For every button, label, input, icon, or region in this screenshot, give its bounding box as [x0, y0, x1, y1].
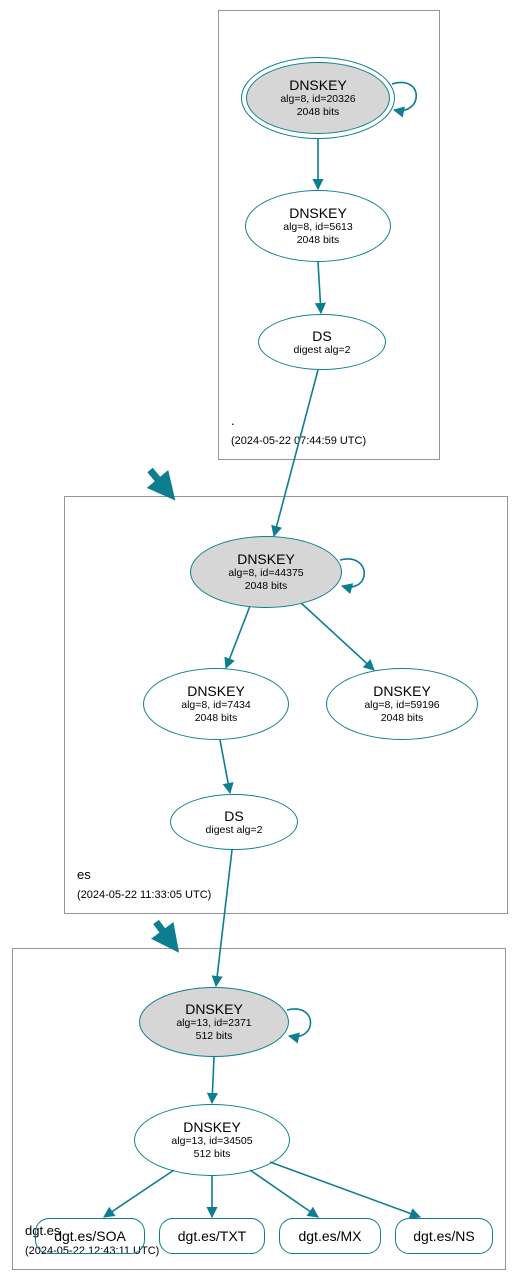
node-dgt-zsk-title: DNSKEY — [183, 1119, 241, 1135]
node-es-key2-title: DNSKEY — [373, 683, 431, 699]
node-root-ds-title: DS — [312, 328, 331, 344]
node-root-ksk: DNSKEY alg=8, id=20326 2048 bits — [241, 57, 395, 139]
node-es-ds: DS digest alg=2 — [170, 794, 298, 850]
zone-es-label: es (2024-05-22 11:33:05 UTC) — [77, 866, 211, 903]
node-root-ksk-title: DNSKEY — [289, 77, 347, 93]
node-es-ksk-title: DNSKEY — [237, 551, 295, 567]
zone-root-ts: (2024-05-22 07:44:59 UTC) — [231, 435, 366, 447]
leaf-soa-label: dgt.es/SOA — [54, 1228, 126, 1244]
node-dgt-ksk-l1: alg=13, id=2371 — [176, 1017, 251, 1030]
node-es-key2-l1: alg=8, id=59196 — [364, 699, 439, 712]
node-es-ksk-l2: 2048 bits — [245, 580, 288, 593]
node-root-zsk-l1: alg=8, id=5613 — [283, 221, 352, 234]
node-root-ksk-l2: 2048 bits — [297, 106, 340, 119]
diagram-root: . (2024-05-22 07:44:59 UTC) es (2024-05-… — [4, 4, 512, 1274]
node-dgt-zsk-l2: 512 bits — [194, 1148, 231, 1161]
node-root-ds: DS digest alg=2 — [258, 314, 386, 370]
node-root-ksk-l1: alg=8, id=20326 — [280, 93, 355, 106]
node-leaf-txt: dgt.es/TXT — [159, 1218, 265, 1254]
zone-es-name: es — [77, 867, 91, 882]
node-dgt-zsk-l1: alg=13, id=34505 — [171, 1135, 252, 1148]
node-dgt-ksk: DNSKEY alg=13, id=2371 512 bits — [139, 987, 289, 1057]
node-root-zsk-l2: 2048 bits — [297, 234, 340, 247]
node-es-key2-l2: 2048 bits — [381, 712, 424, 725]
node-dgt-ksk-title: DNSKEY — [185, 1001, 243, 1017]
node-dgt-zsk: DNSKEY alg=13, id=34505 512 bits — [134, 1104, 290, 1176]
node-root-zsk: DNSKEY alg=8, id=5613 2048 bits — [245, 190, 391, 262]
zone-arrow-to-dgt — [156, 922, 174, 946]
node-es-ksk: DNSKEY alg=8, id=44375 2048 bits — [190, 536, 342, 608]
node-es-zsk-title: DNSKEY — [187, 683, 245, 699]
node-es-ds-l1: digest alg=2 — [206, 824, 263, 837]
node-es-zsk: DNSKEY alg=8, id=7434 2048 bits — [143, 668, 289, 740]
leaf-txt-label: dgt.es/TXT — [178, 1228, 246, 1244]
node-leaf-ns: dgt.es/NS — [395, 1218, 493, 1254]
node-es-ds-title: DS — [224, 808, 243, 824]
node-es-zsk-l2: 2048 bits — [195, 712, 238, 725]
node-leaf-soa: dgt.es/SOA — [35, 1218, 145, 1254]
node-dgt-ksk-l2: 512 bits — [196, 1030, 233, 1043]
leaf-ns-label: dgt.es/NS — [413, 1228, 474, 1244]
node-root-ds-l1: digest alg=2 — [294, 344, 351, 357]
node-root-zsk-title: DNSKEY — [289, 205, 347, 221]
zone-root-label: . (2024-05-22 07:44:59 UTC) — [231, 412, 366, 449]
zone-root-name: . — [231, 413, 235, 428]
node-leaf-mx: dgt.es/MX — [279, 1218, 381, 1254]
zone-arrow-to-es — [150, 470, 170, 494]
node-es-key2: DNSKEY alg=8, id=59196 2048 bits — [326, 668, 478, 740]
node-es-ksk-l1: alg=8, id=44375 — [228, 567, 303, 580]
node-es-zsk-l1: alg=8, id=7434 — [181, 699, 250, 712]
zone-es-ts: (2024-05-22 11:33:05 UTC) — [77, 889, 211, 901]
leaf-mx-label: dgt.es/MX — [298, 1228, 361, 1244]
